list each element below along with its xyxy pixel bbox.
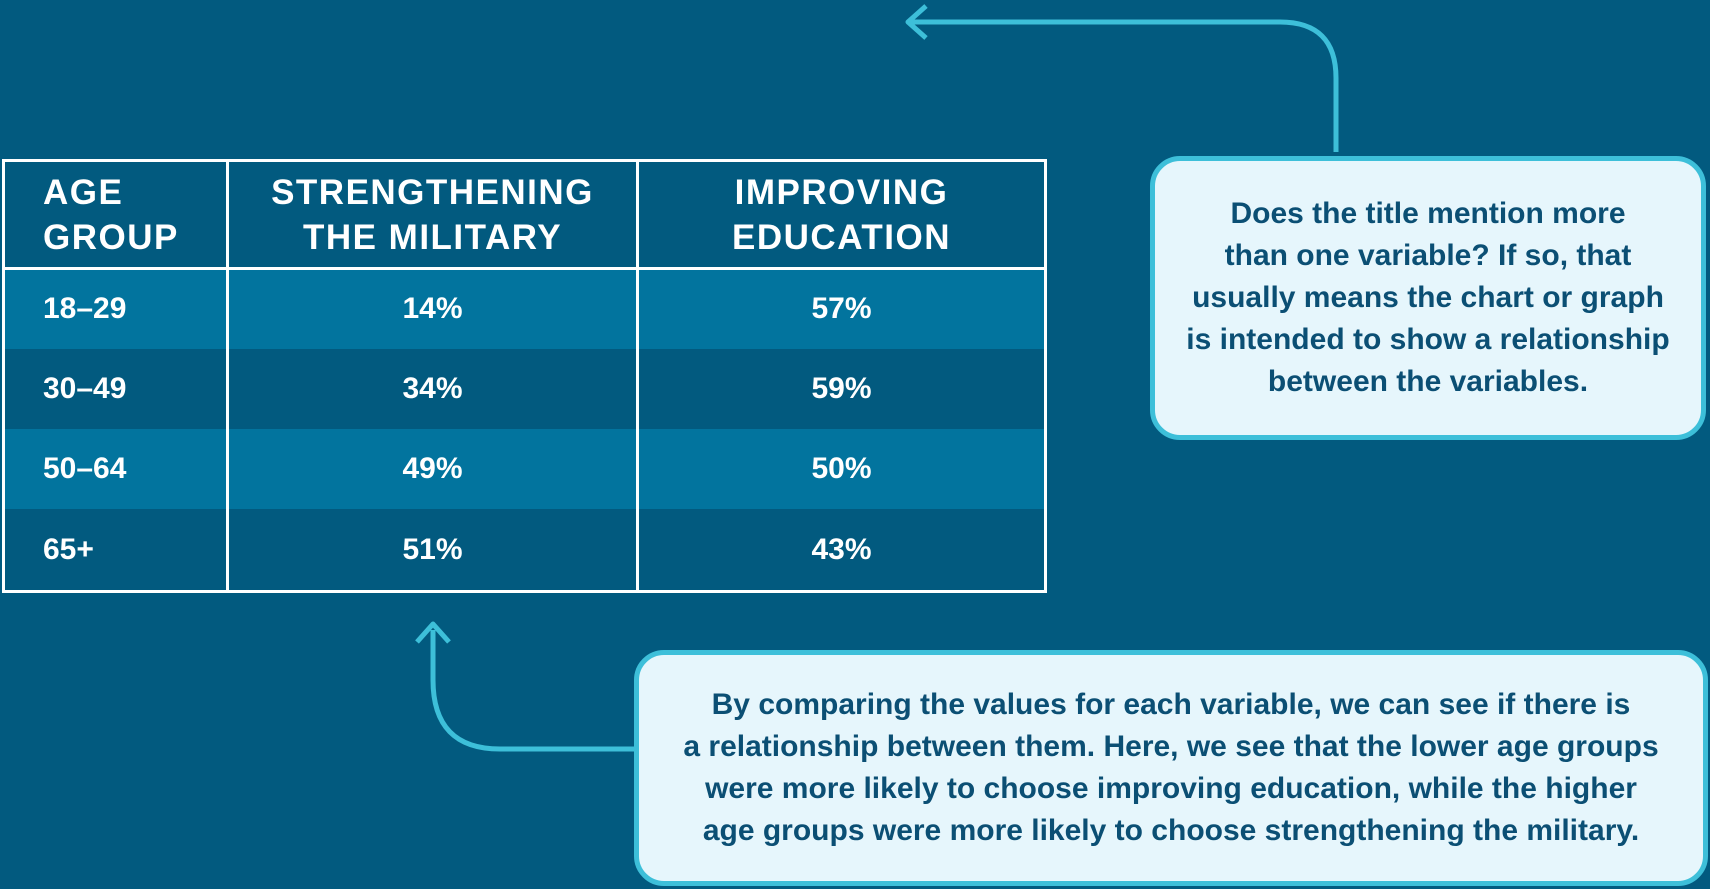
callout-text: By comparing the values for each variabl… bbox=[683, 684, 1658, 852]
cell-education: 50% bbox=[637, 428, 1046, 510]
callout-line: than one variable? If so, that bbox=[1224, 239, 1632, 272]
header-strengthening-military: STRENGTHENING THE MILITARY bbox=[227, 160, 639, 270]
cell-military: 34% bbox=[227, 348, 639, 429]
callout-line: age groups were more likely to choose st… bbox=[702, 814, 1640, 847]
cell-education: 57% bbox=[637, 268, 1046, 349]
callout-comparing-values: By comparing the values for each variabl… bbox=[634, 650, 1708, 886]
table-row: 65+ 51% 43% bbox=[3, 509, 1046, 592]
cell-military: 14% bbox=[227, 268, 639, 349]
header-line: THE MILITARY bbox=[302, 217, 563, 257]
cell-age: 65+ bbox=[3, 509, 229, 592]
callout-line: Does the title mention more bbox=[1230, 197, 1626, 230]
header-line: GROUP bbox=[43, 217, 179, 257]
arrow-to-table-line bbox=[430, 630, 636, 752]
table-row: 18–29 14% 57% bbox=[3, 268, 1046, 349]
callout-line: between the variables. bbox=[1267, 365, 1589, 398]
cell-age: 50–64 bbox=[3, 428, 229, 510]
header-age-group: AGE GROUP bbox=[3, 160, 229, 270]
header-line: IMPROVING bbox=[734, 172, 949, 212]
cell-military: 49% bbox=[227, 428, 639, 510]
table-header-row: AGE GROUP STRENGTHENING THE MILITARY IMP… bbox=[3, 160, 1046, 270]
cell-education: 59% bbox=[637, 348, 1046, 429]
callout-line: is intended to show a relationship bbox=[1186, 323, 1670, 356]
callout-line: a relationship between them. Here, we se… bbox=[683, 730, 1659, 763]
cell-education: 43% bbox=[637, 509, 1046, 592]
cell-age: 18–29 bbox=[3, 268, 229, 349]
cell-military: 51% bbox=[227, 509, 639, 592]
header-line: EDUCATION bbox=[732, 217, 951, 257]
header-line: AGE bbox=[43, 172, 124, 212]
callout-line: usually means the chart or graph bbox=[1192, 281, 1664, 314]
callout-line: By comparing the values for each variabl… bbox=[711, 688, 1631, 721]
survey-table: AGE GROUP STRENGTHENING THE MILITARY IMP… bbox=[2, 159, 1047, 593]
callout-text: Does the title mention more than one var… bbox=[1186, 193, 1669, 403]
table-row: 30–49 34% 59% bbox=[3, 348, 1046, 429]
arrow-to-title-line bbox=[910, 19, 1339, 152]
header-improving-education: IMPROVING EDUCATION bbox=[637, 160, 1046, 270]
arrow-to-title-head bbox=[905, 4, 928, 40]
table-row: 50–64 49% 50% bbox=[3, 428, 1046, 510]
callout-line: were more likely to choose improving edu… bbox=[705, 772, 1637, 805]
callout-title-variables: Does the title mention more than one var… bbox=[1150, 156, 1706, 440]
header-line: STRENGTHENING bbox=[271, 172, 594, 212]
cell-age: 30–49 bbox=[3, 348, 229, 429]
arrow-to-table-head bbox=[415, 621, 451, 644]
